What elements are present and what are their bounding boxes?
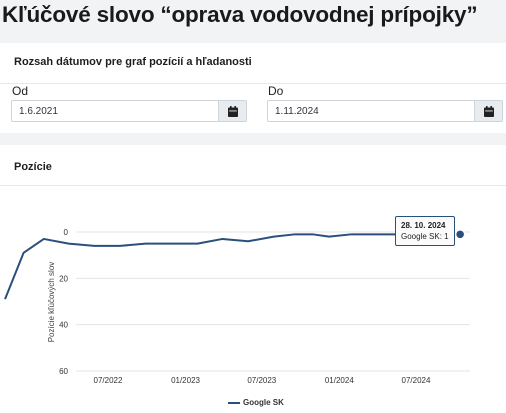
to-label: Do xyxy=(268,84,284,98)
y-tick-label: 20 xyxy=(59,274,68,283)
calendar-icon xyxy=(483,105,494,117)
tooltip-date: 28. 10. 2024 xyxy=(401,221,446,230)
x-tick-label: 07/2024 xyxy=(402,376,431,385)
x-tick-label: 07/2022 xyxy=(94,376,123,385)
series-line-google-sk xyxy=(4,233,466,300)
legend-swatch xyxy=(228,401,240,404)
date-range-title: Rozsah dátumov pre graf pozícií a hľadan… xyxy=(14,56,252,68)
calendar-icon xyxy=(227,105,238,117)
from-calendar-button[interactable] xyxy=(218,101,246,121)
date-range-card: Rozsah dátumov pre graf pozícií a hľadan… xyxy=(0,43,506,133)
x-tick-label: 01/2023 xyxy=(171,376,200,385)
date-range-header: Rozsah dátumov pre graf pozícií a hľadan… xyxy=(0,43,506,84)
highlighted-point xyxy=(454,229,466,240)
from-date-value[interactable]: 1.6.2021 xyxy=(19,105,58,117)
positions-title: Pozície xyxy=(14,161,52,173)
tooltip-value: Google SK: 1 xyxy=(401,232,449,241)
legend-label: Google SK xyxy=(243,398,284,407)
to-date-field[interactable]: 1.11.2024 xyxy=(267,100,503,122)
y-axis-title: Pozície kľúčových slov xyxy=(47,262,56,343)
y-tick-label: 60 xyxy=(59,367,68,376)
positions-header: Pozície xyxy=(0,145,506,186)
x-tick-label: 07/2023 xyxy=(247,376,276,385)
chart-tooltip: 28. 10. 2024 Google SK: 1 xyxy=(395,216,455,246)
y-tick-label: 40 xyxy=(59,321,68,330)
positions-card: Pozície xyxy=(0,145,506,413)
from-label: Od xyxy=(12,84,29,98)
y-tick-label: 0 xyxy=(64,228,69,237)
x-tick-label: 01/2024 xyxy=(325,376,354,385)
to-date-value[interactable]: 1.11.2024 xyxy=(275,105,319,117)
to-calendar-button[interactable] xyxy=(474,101,502,121)
from-date-field[interactable]: 1.6.2021 xyxy=(11,100,247,122)
chart-legend[interactable]: Google SK xyxy=(228,398,284,407)
page-title: Kľúčové slovo “oprava vodovodnej prípojk… xyxy=(2,2,478,27)
